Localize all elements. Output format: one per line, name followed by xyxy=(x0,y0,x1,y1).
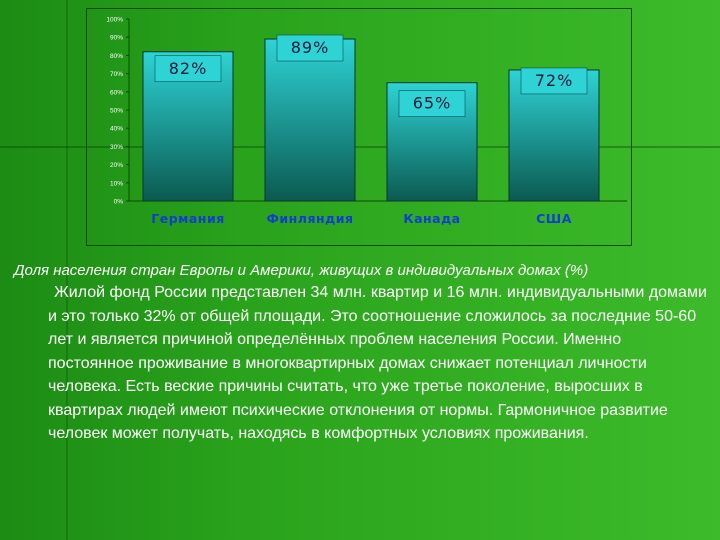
chart-caption: Доля населения стран Европы и Америки, ж… xyxy=(14,262,589,279)
paragraph-text: Жилой фонд России представлен 34 млн. кв… xyxy=(48,284,707,442)
y-tick-label: 20% xyxy=(110,162,123,169)
y-tick-label: 40% xyxy=(110,126,123,133)
x-tick-label: США xyxy=(536,211,572,226)
chart-canvas: 0% 10% 20% 30% 40% 50% 60% 70% 80% 90% 100% 82% 89%… xyxy=(106,17,627,226)
data-label-box xyxy=(276,34,344,62)
data-label: 89% xyxy=(291,38,330,57)
y-tick-label: 10% xyxy=(110,180,123,187)
bar xyxy=(264,38,356,202)
data-label-box xyxy=(398,90,466,117)
y-tick-label: 30% xyxy=(110,144,123,151)
y-tick-label: 50% xyxy=(110,108,123,115)
y-tick-label: 90% xyxy=(110,35,123,42)
data-label: 82% xyxy=(169,59,208,78)
data-label-box xyxy=(154,55,222,83)
bar-chart: 0% 10% 20% 30% 40% 50% 60% 70% 80% 90% 100% 82% 89%… xyxy=(86,8,632,246)
background-stripe xyxy=(66,0,68,540)
data-label-box xyxy=(520,67,588,95)
y-tick-label: 80% xyxy=(110,53,123,60)
x-tick-label: Германия xyxy=(151,211,224,226)
x-tick-label: Канада xyxy=(403,211,460,226)
x-tick-label: Финляндия xyxy=(267,211,354,226)
y-tick-label: 70% xyxy=(110,71,123,78)
y-tick-label: 60% xyxy=(110,89,123,96)
data-label: 72% xyxy=(535,71,574,90)
body-paragraph: Жилой фонд России представлен 34 млн. кв… xyxy=(48,281,708,446)
y-tick-label: 100% xyxy=(106,17,123,24)
y-tick-label: 0% xyxy=(114,199,124,206)
data-label: 65% xyxy=(413,94,452,113)
background-stripe xyxy=(0,146,720,148)
